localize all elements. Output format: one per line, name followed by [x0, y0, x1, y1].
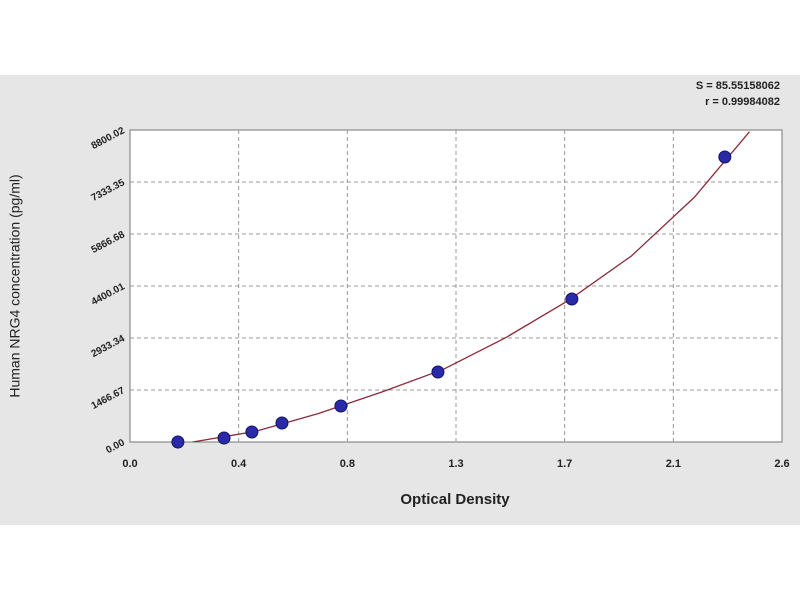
x-tick-label: 1.7 — [557, 458, 572, 470]
x-tick-label: 0.8 — [340, 458, 355, 470]
data-point — [217, 431, 231, 445]
x-axis-label: Optical Density — [400, 491, 510, 508]
data-point — [275, 416, 289, 430]
data-point — [431, 365, 445, 379]
x-tick-label: 1.3 — [448, 458, 463, 470]
data-point — [334, 399, 348, 413]
data-point — [718, 150, 732, 164]
annotation: S = 85.55158062 — [696, 80, 780, 92]
y-axis-label: Human NRG4 concentration (pg/ml) — [7, 174, 23, 397]
x-tick-label: 2.1 — [666, 458, 681, 470]
annotation: r = 0.99984082 — [705, 96, 780, 108]
x-tick-label: 2.6 — [774, 458, 789, 470]
data-point — [245, 425, 259, 439]
x-tick-label: 0.4 — [231, 458, 247, 470]
data-point — [171, 435, 185, 449]
x-tick-label: 0.0 — [122, 458, 137, 470]
data-point — [565, 292, 579, 306]
